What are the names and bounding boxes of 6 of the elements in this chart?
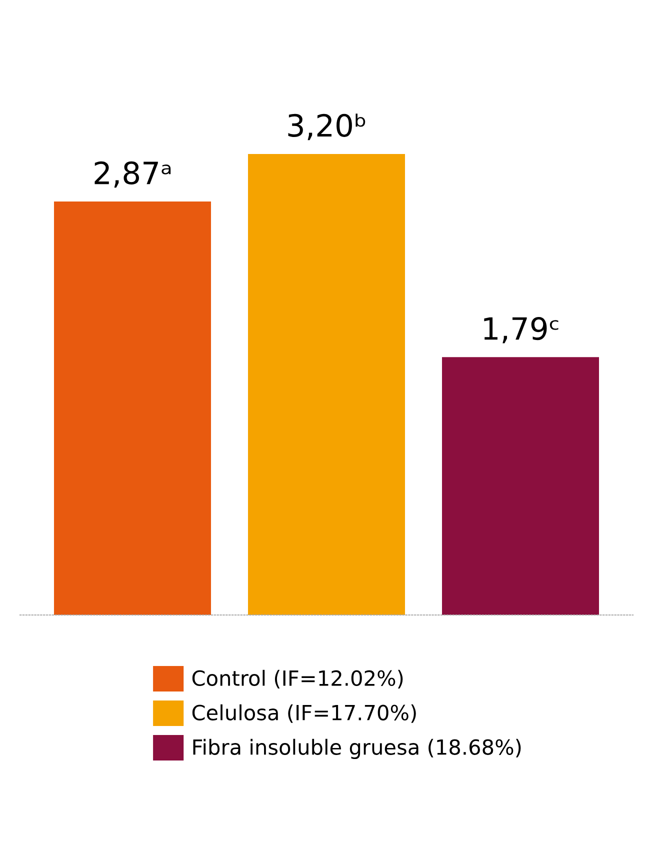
data-label: 2,87ᵃ xyxy=(94,161,171,188)
legend-label: Celulosa (IF=17.70%) xyxy=(192,704,416,723)
data-label: 1,79ᶜ xyxy=(484,316,558,344)
legend-label: Control (IF=12.02%) xyxy=(192,670,403,688)
legend-label: Fibra insoluble gruesa (18.68%) xyxy=(193,738,521,759)
data-label: 3,20ᵇ xyxy=(288,114,366,140)
